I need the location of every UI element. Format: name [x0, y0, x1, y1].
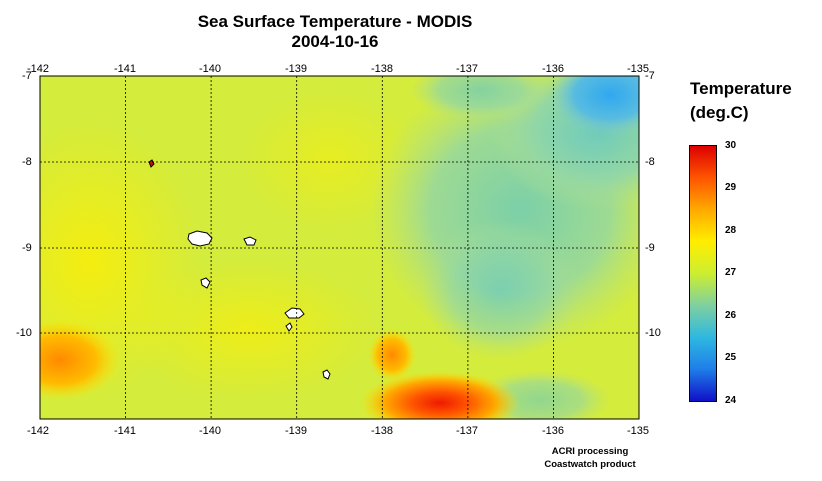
lon-tick: -137 [456, 425, 479, 437]
lon-tick: -141 [114, 63, 137, 75]
lon-tick: -139 [285, 425, 308, 437]
sst-field [40, 76, 639, 419]
lon-tick: -138 [371, 425, 394, 437]
lon-tick: -135 [627, 425, 650, 437]
legend-title: Temperature [690, 79, 792, 98]
island [285, 322, 293, 332]
cb-tick: 30 [725, 140, 737, 151]
island [187, 230, 213, 247]
lat-tick: -10 [16, 327, 32, 339]
island [200, 277, 211, 289]
cb-tick: 27 [725, 267, 737, 278]
cb-tick: 29 [725, 182, 737, 193]
map-date: 2004-10-16 [291, 32, 379, 51]
lon-tick: -135 [627, 63, 650, 75]
lat-tick: -10 [645, 327, 661, 339]
lon-tick: -140 [199, 63, 222, 75]
graticule [40, 76, 639, 419]
map-title: Sea Surface Temperature - MODIS [197, 12, 473, 31]
lat-tick: -9 [22, 242, 32, 254]
lat-tick: -8 [645, 156, 655, 168]
lon-tick: -141 [114, 425, 137, 437]
cb-tick: 24 [725, 395, 737, 406]
island [284, 307, 305, 319]
lon-tick: -140 [199, 425, 222, 437]
islands [148, 159, 331, 380]
lat-tick: -9 [645, 242, 655, 254]
lon-tick: -138 [371, 63, 394, 75]
credit-processing: ACRI processing [551, 446, 629, 457]
lon-tick: -139 [285, 63, 308, 75]
lon-tick: -136 [542, 425, 565, 437]
lon-tick: -136 [542, 63, 565, 75]
island [243, 236, 257, 246]
credit-product: Coastwatch product [544, 459, 636, 470]
lat-tick: -8 [22, 156, 32, 168]
lon-tick: -137 [456, 63, 479, 75]
lat-tick: -7 [645, 70, 655, 82]
lon-tick: -142 [27, 63, 50, 75]
legend-unit: (deg.C) [690, 103, 749, 122]
lon-tick: -142 [27, 425, 50, 437]
cb-tick: 28 [725, 225, 737, 236]
island [322, 369, 331, 380]
lat-tick: -7 [22, 70, 32, 82]
map-frame [39, 75, 640, 420]
cb-tick: 25 [725, 352, 737, 363]
cb-tick: 26 [725, 310, 737, 321]
color-bar [689, 145, 717, 402]
